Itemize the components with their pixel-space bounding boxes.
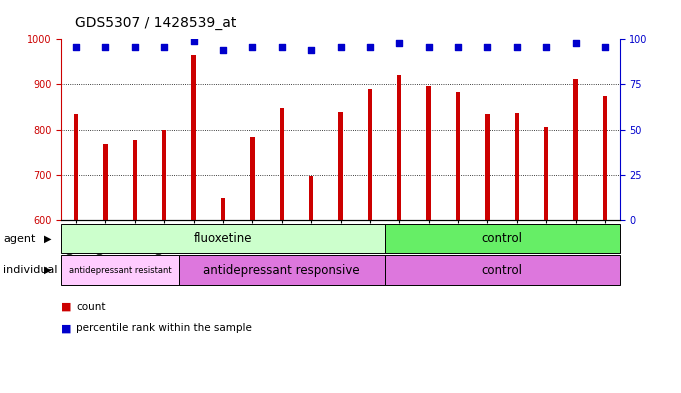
Text: individual: individual [3, 265, 58, 275]
Bar [368, 88, 372, 220]
Point [306, 47, 317, 53]
Bar [397, 75, 402, 220]
Bar [179, 255, 385, 285]
Bar [573, 79, 577, 220]
Bar [603, 96, 607, 220]
Bar [221, 198, 225, 220]
Bar [162, 130, 166, 220]
Bar [486, 114, 490, 220]
Text: antidepressant resistant: antidepressant resistant [69, 266, 172, 275]
Bar [426, 86, 431, 220]
Point [423, 43, 434, 50]
Bar [74, 114, 78, 220]
Text: count: count [76, 301, 106, 312]
Bar [309, 176, 313, 220]
Bar [385, 224, 620, 253]
Bar [133, 140, 137, 220]
Text: ■: ■ [61, 301, 72, 312]
Bar [338, 112, 343, 220]
Point [511, 43, 522, 50]
Point [71, 43, 82, 50]
Point [217, 47, 228, 53]
Point [394, 40, 405, 46]
Point [247, 43, 258, 50]
Text: ▶: ▶ [44, 265, 52, 275]
Bar [104, 144, 108, 220]
Point [599, 43, 610, 50]
Text: fluoxetine: fluoxetine [193, 232, 252, 245]
Point [188, 38, 199, 44]
Bar [515, 113, 519, 220]
Bar [279, 108, 284, 220]
Text: percentile rank within the sample: percentile rank within the sample [76, 323, 252, 333]
Bar [61, 255, 179, 285]
Text: antidepressant responsive: antidepressant responsive [204, 264, 360, 277]
Bar [191, 55, 195, 220]
Bar [456, 92, 460, 220]
Point [541, 43, 552, 50]
Text: control: control [481, 232, 522, 245]
Text: ▶: ▶ [44, 234, 52, 244]
Text: GDS5307 / 1428539_at: GDS5307 / 1428539_at [75, 16, 236, 30]
Text: control: control [481, 264, 522, 277]
Bar [385, 255, 620, 285]
Point [453, 43, 464, 50]
Bar [61, 224, 385, 253]
Point [482, 43, 493, 50]
Point [129, 43, 140, 50]
Bar [544, 127, 548, 220]
Point [159, 43, 170, 50]
Point [570, 40, 581, 46]
Point [276, 43, 287, 50]
Text: agent: agent [3, 234, 36, 244]
Point [364, 43, 375, 50]
Point [100, 43, 111, 50]
Point [335, 43, 346, 50]
Text: ■: ■ [61, 323, 72, 333]
Bar [250, 138, 255, 220]
